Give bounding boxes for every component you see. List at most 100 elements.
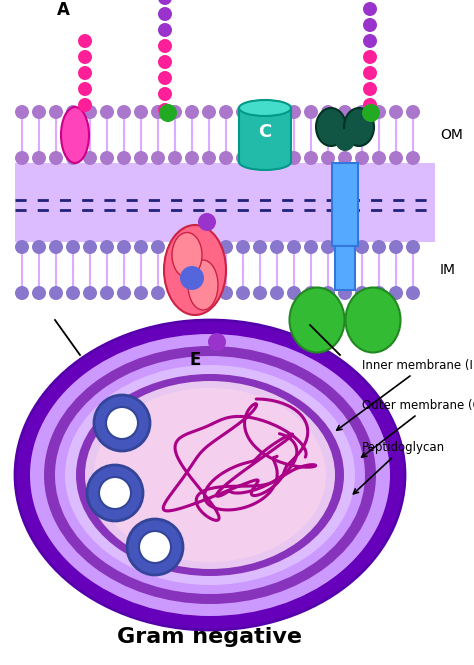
Circle shape [355, 286, 369, 300]
Ellipse shape [164, 225, 226, 315]
Circle shape [158, 39, 172, 53]
Text: E: E [190, 351, 201, 369]
Bar [15, 5, 435, 355]
Ellipse shape [65, 365, 355, 585]
Circle shape [338, 286, 352, 300]
Circle shape [66, 240, 80, 254]
Circle shape [66, 105, 80, 119]
Text: Gram negative: Gram negative [118, 627, 302, 647]
Circle shape [208, 333, 226, 351]
Circle shape [15, 240, 29, 254]
Circle shape [202, 105, 216, 119]
Circle shape [363, 66, 377, 80]
Circle shape [83, 151, 97, 165]
Bar [239, 107, 291, 162]
Circle shape [168, 151, 182, 165]
Circle shape [389, 151, 403, 165]
Ellipse shape [290, 287, 345, 352]
Circle shape [117, 240, 131, 254]
Circle shape [321, 286, 335, 300]
Ellipse shape [61, 107, 89, 163]
Circle shape [139, 531, 171, 563]
Circle shape [158, 87, 172, 101]
Circle shape [134, 240, 148, 254]
Circle shape [15, 151, 29, 165]
Circle shape [321, 105, 335, 119]
Circle shape [151, 151, 165, 165]
Circle shape [338, 240, 352, 254]
Circle shape [219, 240, 233, 254]
Circle shape [236, 105, 250, 119]
Circle shape [236, 286, 250, 300]
Circle shape [127, 519, 183, 575]
Circle shape [363, 2, 377, 16]
Circle shape [78, 66, 92, 80]
Circle shape [270, 240, 284, 254]
Circle shape [304, 151, 318, 165]
Circle shape [338, 105, 352, 119]
Circle shape [158, 23, 172, 37]
Circle shape [321, 240, 335, 254]
Circle shape [100, 151, 114, 165]
Ellipse shape [344, 108, 374, 146]
Circle shape [168, 105, 182, 119]
Circle shape [287, 151, 301, 165]
Circle shape [406, 240, 420, 254]
Circle shape [94, 395, 150, 451]
Circle shape [117, 151, 131, 165]
Circle shape [389, 240, 403, 254]
Circle shape [270, 105, 284, 119]
Circle shape [372, 286, 386, 300]
Circle shape [253, 286, 267, 300]
Ellipse shape [76, 374, 344, 576]
Ellipse shape [239, 154, 291, 170]
Circle shape [287, 105, 301, 119]
Circle shape [87, 465, 143, 521]
Circle shape [202, 286, 216, 300]
Circle shape [151, 105, 165, 119]
Circle shape [15, 286, 29, 300]
Circle shape [372, 105, 386, 119]
Circle shape [253, 240, 267, 254]
Circle shape [49, 240, 63, 254]
Circle shape [49, 105, 63, 119]
Circle shape [32, 240, 46, 254]
Circle shape [362, 104, 380, 122]
Circle shape [151, 240, 165, 254]
Circle shape [158, 103, 172, 117]
Bar [15, 163, 435, 242]
Ellipse shape [30, 334, 390, 616]
Bar [335, 246, 355, 290]
Circle shape [134, 151, 148, 165]
Circle shape [78, 34, 92, 48]
Circle shape [106, 407, 138, 439]
Circle shape [15, 105, 29, 119]
Ellipse shape [188, 260, 218, 310]
Circle shape [117, 105, 131, 119]
Circle shape [202, 240, 216, 254]
Circle shape [321, 151, 335, 165]
Ellipse shape [316, 108, 346, 146]
Circle shape [180, 266, 204, 290]
Circle shape [151, 286, 165, 300]
Circle shape [363, 98, 377, 112]
Circle shape [202, 151, 216, 165]
Circle shape [32, 286, 46, 300]
Circle shape [99, 477, 131, 509]
Circle shape [198, 213, 216, 231]
Ellipse shape [335, 129, 355, 151]
Circle shape [304, 105, 318, 119]
Circle shape [372, 151, 386, 165]
Ellipse shape [346, 287, 401, 352]
Circle shape [158, 0, 172, 5]
Ellipse shape [172, 233, 202, 277]
Text: OM: OM [440, 128, 463, 142]
Circle shape [83, 286, 97, 300]
Circle shape [134, 286, 148, 300]
Circle shape [389, 105, 403, 119]
Circle shape [100, 105, 114, 119]
Circle shape [185, 105, 199, 119]
Circle shape [66, 151, 80, 165]
Ellipse shape [55, 356, 365, 594]
Circle shape [78, 98, 92, 112]
